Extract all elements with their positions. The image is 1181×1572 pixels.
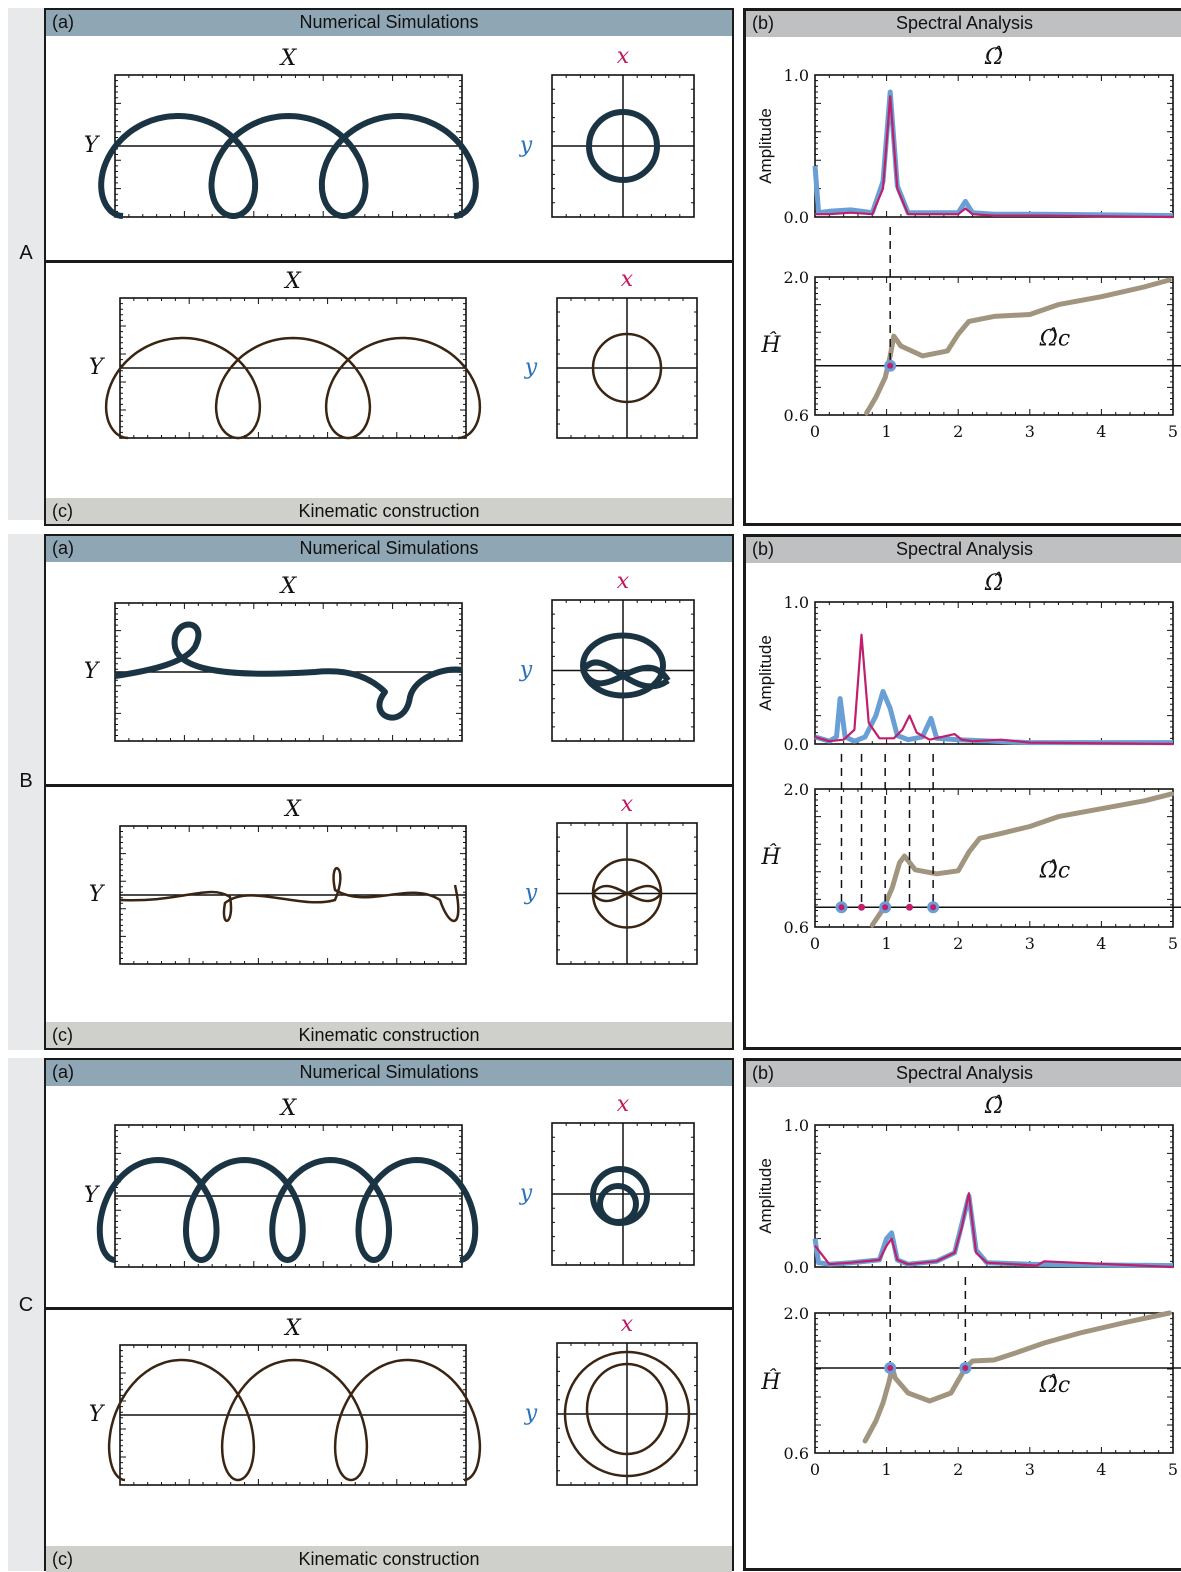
omega-hat-label-A: Ω̂ xyxy=(984,45,1003,70)
x-tick-label-B-1: 1 xyxy=(882,934,892,953)
x-tick-label-B-2: 2 xyxy=(953,934,963,953)
amplitude-label-C: Amplitude xyxy=(756,1158,775,1234)
marker-core-C-1 xyxy=(962,1365,968,1371)
marker-core-B-2 xyxy=(882,904,888,910)
marker-core-B-0 xyxy=(838,904,844,910)
H-tick-bottom-B: 0.6 xyxy=(784,918,809,937)
x-tick-label-A-2: 2 xyxy=(953,422,963,441)
amplitude-plot-C-ticks xyxy=(815,1125,1173,1267)
omega-c-plot-A-frame xyxy=(815,277,1173,415)
x-tick-label-C-2: 2 xyxy=(953,1460,963,1479)
y_spectrum-line-C xyxy=(815,1196,1173,1266)
x-tick-label-A-5: 5 xyxy=(1168,422,1178,441)
omega-c-curve-C xyxy=(865,1313,1169,1441)
marker-core-B-4 xyxy=(930,904,936,910)
spectral-chart-A: Ω̂ Amplitude 1.0 0.0 2.0 0.6 Ĥ 0 1 2 3 4 5 Ω̂c xyxy=(756,45,1181,441)
amplitude-plot-C-frame xyxy=(815,1125,1173,1267)
spectral-chart-B: Ω̂ Amplitude 1.0 0.0 2.0 0.6 Ĥ 0 1 2 3 4 5 Ω̂c xyxy=(756,571,1181,953)
x_spectrum-line-C xyxy=(815,1193,1173,1267)
omega-c-plot-B-frame xyxy=(815,789,1173,927)
amp-tick-bottom-C: 0.0 xyxy=(784,1258,809,1277)
x-tick-label-C-5: 5 xyxy=(1168,1460,1178,1479)
marker-small-B-3 xyxy=(906,904,913,911)
H-hat-label-B: Ĥ xyxy=(760,843,781,870)
amplitude-label-A: Amplitude xyxy=(756,108,775,184)
amp-tick-top-C: 1.0 xyxy=(784,1116,809,1135)
amplitude-label-B: Amplitude xyxy=(756,635,775,711)
omega-c-plot-B-ticks xyxy=(815,789,1173,927)
x-tick-label-A-1: 1 xyxy=(882,422,892,441)
H-tick-bottom-A: 0.6 xyxy=(784,406,809,425)
H-tick-top-C: 2.0 xyxy=(784,1304,809,1323)
omega-hat-label-B: Ω̂ xyxy=(984,571,1003,596)
omega-hat-label-C: Ω̂ xyxy=(984,1094,1003,1119)
marker-core-C-0 xyxy=(887,1365,893,1371)
H-hat-label-C: Ĥ xyxy=(760,1368,781,1395)
y_spectrum-line-A xyxy=(815,92,1173,216)
amplitude-plot-A-ticks xyxy=(815,75,1173,217)
H-tick-bottom-C: 0.6 xyxy=(784,1444,809,1463)
x-tick-label-B-4: 4 xyxy=(1096,934,1106,953)
omega-c-label-A: Ω̂c xyxy=(1039,327,1071,352)
x_spectrum-line-A xyxy=(815,96,1173,217)
x-tick-label-C-1: 1 xyxy=(882,1460,892,1479)
omega-c-plot-A-ticks xyxy=(815,277,1173,415)
amp-tick-top-A: 1.0 xyxy=(784,66,809,85)
x-tick-label-A-4: 4 xyxy=(1096,422,1106,441)
amplitude-plot-A-frame xyxy=(815,75,1173,217)
omega-c-label-C: Ω̂c xyxy=(1039,1373,1071,1398)
x-tick-label-A-0: 0 xyxy=(810,422,820,441)
x-tick-label-B-3: 3 xyxy=(1025,934,1035,953)
marker-small-B-1 xyxy=(858,904,865,911)
omega-c-curve-A xyxy=(867,280,1170,413)
x-tick-label-C-0: 0 xyxy=(810,1460,820,1479)
amp-tick-bottom-B: 0.0 xyxy=(784,735,809,754)
spectral-chart-C: Ω̂ Amplitude 1.0 0.0 2.0 0.6 Ĥ 0 1 2 3 4 5 Ω̂c xyxy=(756,1094,1181,1479)
x-tick-label-B-5: 5 xyxy=(1168,934,1178,953)
H-tick-top-B: 2.0 xyxy=(784,780,809,799)
omega-c-label-B: Ω̂c xyxy=(1039,858,1071,883)
omega-c-curve-B xyxy=(872,794,1171,925)
H-hat-label-A: Ĥ xyxy=(760,331,781,358)
marker-core-A-0 xyxy=(887,363,893,369)
x-tick-label-C-4: 4 xyxy=(1096,1460,1106,1479)
amp-tick-top-B: 1.0 xyxy=(784,593,809,612)
x-tick-label-C-3: 3 xyxy=(1025,1460,1035,1479)
H-tick-top-A: 2.0 xyxy=(784,268,809,287)
amp-tick-bottom-A: 0.0 xyxy=(784,208,809,227)
x-tick-label-A-3: 3 xyxy=(1025,422,1035,441)
x-tick-label-B-0: 0 xyxy=(810,934,820,953)
